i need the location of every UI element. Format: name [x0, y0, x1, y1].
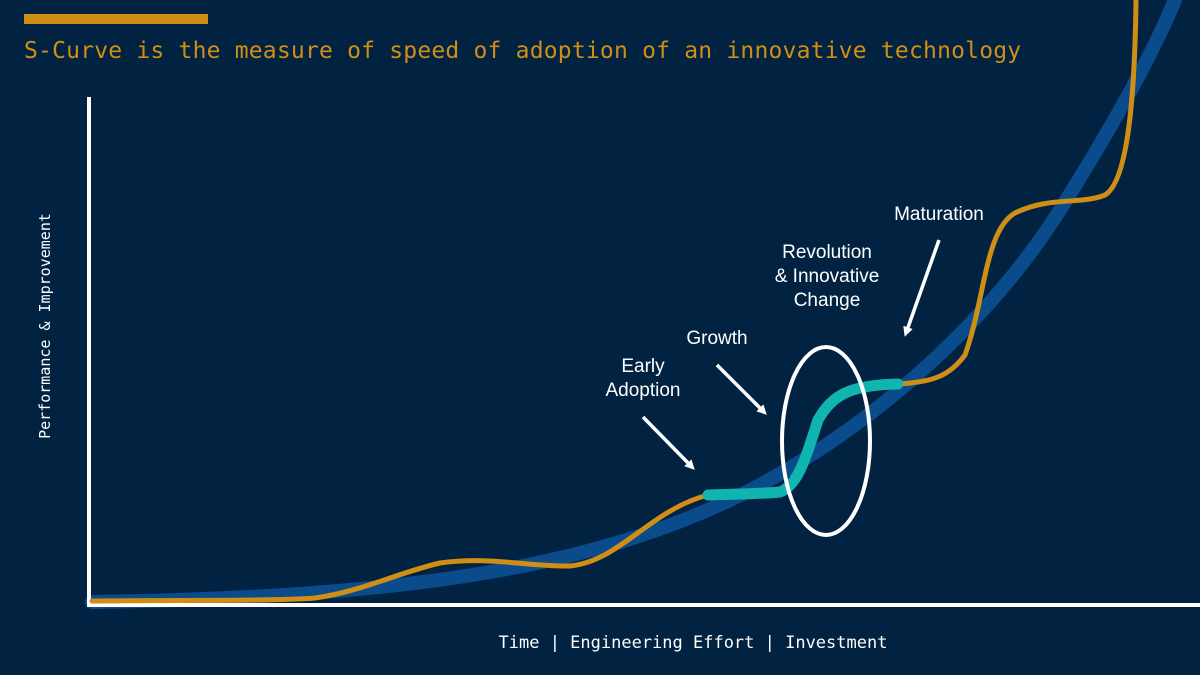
subtitle: S-Curve is the measure of speed of adopt…: [24, 38, 1022, 64]
trend-curve: [85, 0, 1182, 609]
maturation-arrow: [903, 239, 941, 337]
maturation-label-text: Maturation: [894, 204, 984, 225]
revolution-ellipse: [780, 345, 872, 537]
growth-label: Growth: [686, 327, 747, 351]
revolution-label-line1: Revolution: [782, 242, 872, 263]
adoption-curve: [89, 0, 1139, 604]
revolution-label-line3: Change: [793, 290, 861, 311]
title-accent-bar: [24, 14, 208, 24]
growth-arrow: [715, 363, 767, 415]
x-axis-label: Time | Engineering Effort | Investment: [498, 633, 888, 653]
growth-highlight-segment: [702, 378, 904, 501]
revolution-label: Revolution & Innovative Change: [775, 241, 880, 313]
early-adoption-arrow: [641, 415, 695, 470]
growth-label-text: Growth: [686, 328, 748, 349]
y-axis-label: Performance & Improvement: [36, 213, 54, 439]
early-adoption-label: Early Adoption: [605, 355, 680, 403]
early-adoption-label-line1: Early: [621, 356, 665, 377]
early-adoption-label-line2: Adoption: [605, 380, 681, 401]
revolution-label-line2: & Innovative: [774, 266, 880, 287]
maturation-label: Maturation: [894, 203, 984, 227]
